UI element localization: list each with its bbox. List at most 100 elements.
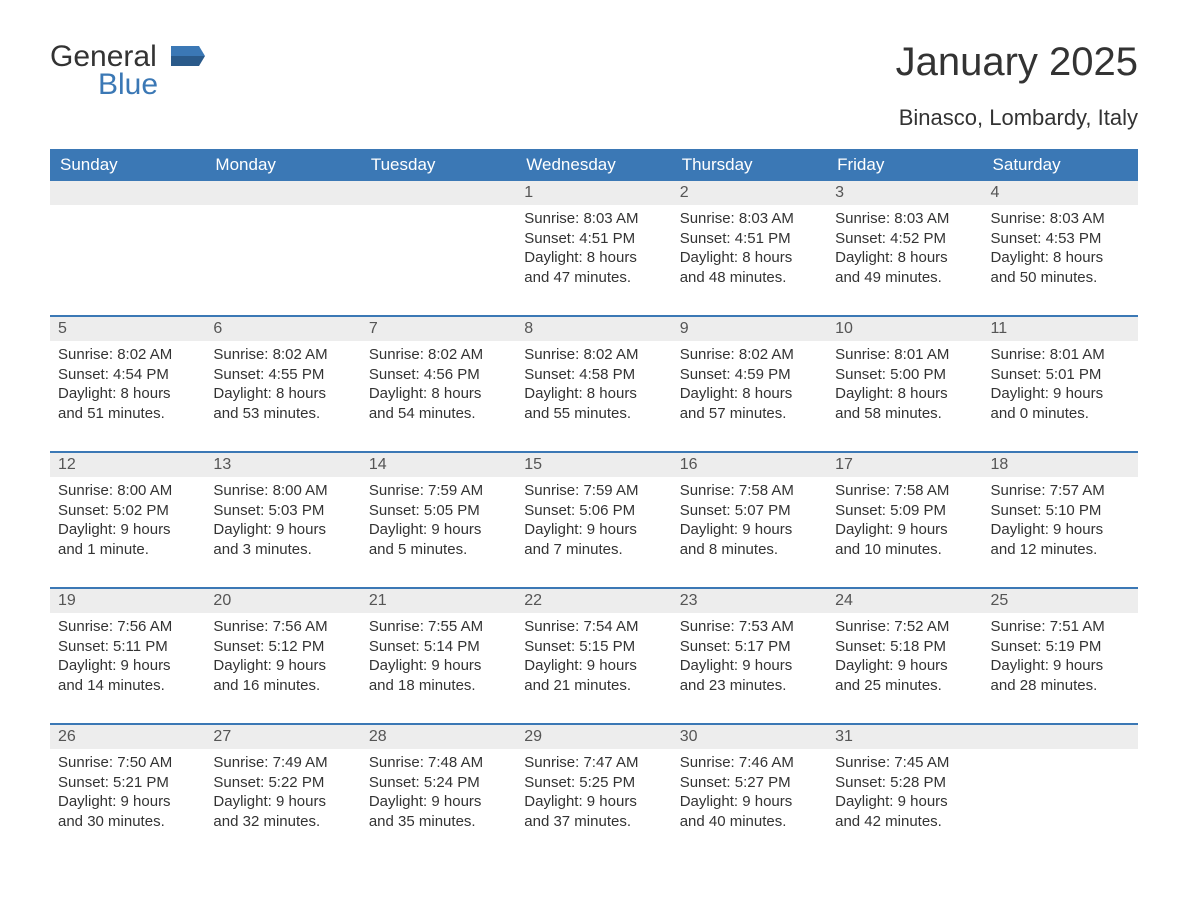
sunset-line: Sunset: 5:21 PM: [58, 773, 197, 793]
date-number: 23: [672, 589, 827, 613]
cell-body: Sunrise: 8:02 AMSunset: 4:54 PMDaylight:…: [50, 341, 205, 423]
day-header-friday: Friday: [827, 149, 982, 181]
date-number: [983, 725, 1138, 749]
day-header-saturday: Saturday: [983, 149, 1138, 181]
sunset-line: Sunset: 5:27 PM: [680, 773, 819, 793]
cell-body: Sunrise: 8:03 AMSunset: 4:53 PMDaylight:…: [983, 205, 1138, 287]
daylight-line: Daylight: 9 hours and 7 minutes.: [524, 520, 663, 559]
sunrise-line: Sunrise: 7:56 AM: [58, 617, 197, 637]
daylight-line: Daylight: 9 hours and 8 minutes.: [680, 520, 819, 559]
calendar-cell: [205, 181, 360, 291]
date-number: 9: [672, 317, 827, 341]
daylight-line: Daylight: 8 hours and 47 minutes.: [524, 248, 663, 287]
date-number: 8: [516, 317, 671, 341]
daylight-line: Daylight: 9 hours and 32 minutes.: [213, 792, 352, 831]
daylight-line: Daylight: 9 hours and 23 minutes.: [680, 656, 819, 695]
calendar-cell: 14Sunrise: 7:59 AMSunset: 5:05 PMDayligh…: [361, 453, 516, 563]
daylight-line: Daylight: 9 hours and 0 minutes.: [991, 384, 1130, 423]
daylight-line: Daylight: 9 hours and 10 minutes.: [835, 520, 974, 559]
date-number: 18: [983, 453, 1138, 477]
calendar-cell: 20Sunrise: 7:56 AMSunset: 5:12 PMDayligh…: [205, 589, 360, 699]
sunset-line: Sunset: 5:18 PM: [835, 637, 974, 657]
calendar-cell: 3Sunrise: 8:03 AMSunset: 4:52 PMDaylight…: [827, 181, 982, 291]
calendar-cell: [50, 181, 205, 291]
cell-body: Sunrise: 8:02 AMSunset: 4:55 PMDaylight:…: [205, 341, 360, 423]
daylight-line: Daylight: 8 hours and 50 minutes.: [991, 248, 1130, 287]
sunset-line: Sunset: 5:15 PM: [524, 637, 663, 657]
date-number: 26: [50, 725, 205, 749]
date-number: 24: [827, 589, 982, 613]
calendar-cell: 22Sunrise: 7:54 AMSunset: 5:15 PMDayligh…: [516, 589, 671, 699]
sunrise-line: Sunrise: 7:45 AM: [835, 753, 974, 773]
sunset-line: Sunset: 5:17 PM: [680, 637, 819, 657]
calendar-cell: 10Sunrise: 8:01 AMSunset: 5:00 PMDayligh…: [827, 317, 982, 427]
sunrise-line: Sunrise: 7:47 AM: [524, 753, 663, 773]
calendar-cell: 5Sunrise: 8:02 AMSunset: 4:54 PMDaylight…: [50, 317, 205, 427]
sunrise-line: Sunrise: 7:57 AM: [991, 481, 1130, 501]
sunset-line: Sunset: 5:19 PM: [991, 637, 1130, 657]
daylight-line: Daylight: 8 hours and 53 minutes.: [213, 384, 352, 423]
calendar-cell: 26Sunrise: 7:50 AMSunset: 5:21 PMDayligh…: [50, 725, 205, 835]
sunrise-line: Sunrise: 8:03 AM: [835, 209, 974, 229]
weeks-container: 1Sunrise: 8:03 AMSunset: 4:51 PMDaylight…: [50, 181, 1138, 835]
week-row: 1Sunrise: 8:03 AMSunset: 4:51 PMDaylight…: [50, 181, 1138, 291]
date-number: 30: [672, 725, 827, 749]
sunset-line: Sunset: 5:07 PM: [680, 501, 819, 521]
sunrise-line: Sunrise: 7:58 AM: [835, 481, 974, 501]
day-header-wednesday: Wednesday: [516, 149, 671, 181]
calendar-cell: 25Sunrise: 7:51 AMSunset: 5:19 PMDayligh…: [983, 589, 1138, 699]
date-number: [361, 181, 516, 205]
cell-body: Sunrise: 7:52 AMSunset: 5:18 PMDaylight:…: [827, 613, 982, 695]
calendar-cell: 23Sunrise: 7:53 AMSunset: 5:17 PMDayligh…: [672, 589, 827, 699]
sunset-line: Sunset: 5:03 PM: [213, 501, 352, 521]
calendar-cell: 1Sunrise: 8:03 AMSunset: 4:51 PMDaylight…: [516, 181, 671, 291]
date-number: 28: [361, 725, 516, 749]
sunrise-line: Sunrise: 8:00 AM: [58, 481, 197, 501]
cell-body: Sunrise: 7:57 AMSunset: 5:10 PMDaylight:…: [983, 477, 1138, 559]
cell-body: Sunrise: 7:48 AMSunset: 5:24 PMDaylight:…: [361, 749, 516, 831]
sunset-line: Sunset: 4:51 PM: [680, 229, 819, 249]
calendar-cell: [361, 181, 516, 291]
sunset-line: Sunset: 4:52 PM: [835, 229, 974, 249]
cell-body: Sunrise: 7:47 AMSunset: 5:25 PMDaylight:…: [516, 749, 671, 831]
daylight-line: Daylight: 9 hours and 42 minutes.: [835, 792, 974, 831]
cell-body: Sunrise: 7:54 AMSunset: 5:15 PMDaylight:…: [516, 613, 671, 695]
sunrise-line: Sunrise: 7:54 AM: [524, 617, 663, 637]
daylight-line: Daylight: 8 hours and 51 minutes.: [58, 384, 197, 423]
calendar-cell: 13Sunrise: 8:00 AMSunset: 5:03 PMDayligh…: [205, 453, 360, 563]
calendar: Sunday Monday Tuesday Wednesday Thursday…: [50, 149, 1138, 835]
daylight-line: Daylight: 9 hours and 14 minutes.: [58, 656, 197, 695]
calendar-cell: 4Sunrise: 8:03 AMSunset: 4:53 PMDaylight…: [983, 181, 1138, 291]
calendar-cell: 11Sunrise: 8:01 AMSunset: 5:01 PMDayligh…: [983, 317, 1138, 427]
sunrise-line: Sunrise: 7:59 AM: [524, 481, 663, 501]
sunset-line: Sunset: 5:09 PM: [835, 501, 974, 521]
daylight-line: Daylight: 9 hours and 12 minutes.: [991, 520, 1130, 559]
date-number: 12: [50, 453, 205, 477]
date-number: 5: [50, 317, 205, 341]
sunset-line: Sunset: 5:22 PM: [213, 773, 352, 793]
date-number: 16: [672, 453, 827, 477]
sunrise-line: Sunrise: 8:02 AM: [680, 345, 819, 365]
sunrise-line: Sunrise: 8:02 AM: [369, 345, 508, 365]
sunset-line: Sunset: 5:14 PM: [369, 637, 508, 657]
cell-body: Sunrise: 7:51 AMSunset: 5:19 PMDaylight:…: [983, 613, 1138, 695]
calendar-cell: 24Sunrise: 7:52 AMSunset: 5:18 PMDayligh…: [827, 589, 982, 699]
sunset-line: Sunset: 4:59 PM: [680, 365, 819, 385]
calendar-cell: 6Sunrise: 8:02 AMSunset: 4:55 PMDaylight…: [205, 317, 360, 427]
date-number: 25: [983, 589, 1138, 613]
day-headers: Sunday Monday Tuesday Wednesday Thursday…: [50, 149, 1138, 181]
flag-icon: [171, 40, 205, 74]
cell-body: Sunrise: 7:50 AMSunset: 5:21 PMDaylight:…: [50, 749, 205, 831]
calendar-cell: 21Sunrise: 7:55 AMSunset: 5:14 PMDayligh…: [361, 589, 516, 699]
sunrise-line: Sunrise: 8:03 AM: [524, 209, 663, 229]
daylight-line: Daylight: 9 hours and 35 minutes.: [369, 792, 508, 831]
calendar-cell: 17Sunrise: 7:58 AMSunset: 5:09 PMDayligh…: [827, 453, 982, 563]
sunset-line: Sunset: 5:12 PM: [213, 637, 352, 657]
date-number: 21: [361, 589, 516, 613]
sunrise-line: Sunrise: 8:03 AM: [991, 209, 1130, 229]
date-number: 19: [50, 589, 205, 613]
daylight-line: Daylight: 9 hours and 16 minutes.: [213, 656, 352, 695]
date-number: 22: [516, 589, 671, 613]
sunrise-line: Sunrise: 7:49 AM: [213, 753, 352, 773]
cell-body: Sunrise: 7:59 AMSunset: 5:06 PMDaylight:…: [516, 477, 671, 559]
